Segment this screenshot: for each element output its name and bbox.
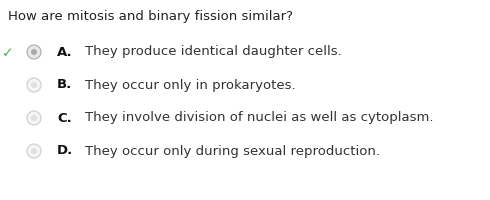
Text: They occur only during sexual reproduction.: They occur only during sexual reproducti… bbox=[85, 144, 380, 158]
Text: ✓: ✓ bbox=[2, 46, 14, 60]
Text: B.: B. bbox=[57, 78, 72, 92]
Text: How are mitosis and binary fission similar?: How are mitosis and binary fission simil… bbox=[8, 10, 293, 23]
Ellipse shape bbox=[31, 49, 37, 55]
Text: They involve division of nuclei as well as cytoplasm.: They involve division of nuclei as well … bbox=[85, 112, 434, 124]
Ellipse shape bbox=[27, 45, 41, 59]
Ellipse shape bbox=[31, 82, 37, 88]
Text: A.: A. bbox=[57, 46, 73, 58]
Ellipse shape bbox=[27, 111, 41, 125]
Ellipse shape bbox=[31, 115, 37, 121]
Ellipse shape bbox=[27, 78, 41, 92]
Ellipse shape bbox=[27, 144, 41, 158]
Text: They occur only in prokaryotes.: They occur only in prokaryotes. bbox=[85, 78, 295, 92]
Text: C.: C. bbox=[57, 112, 72, 124]
Text: D.: D. bbox=[57, 144, 73, 158]
Text: They produce identical daughter cells.: They produce identical daughter cells. bbox=[85, 46, 342, 58]
Ellipse shape bbox=[31, 148, 37, 154]
